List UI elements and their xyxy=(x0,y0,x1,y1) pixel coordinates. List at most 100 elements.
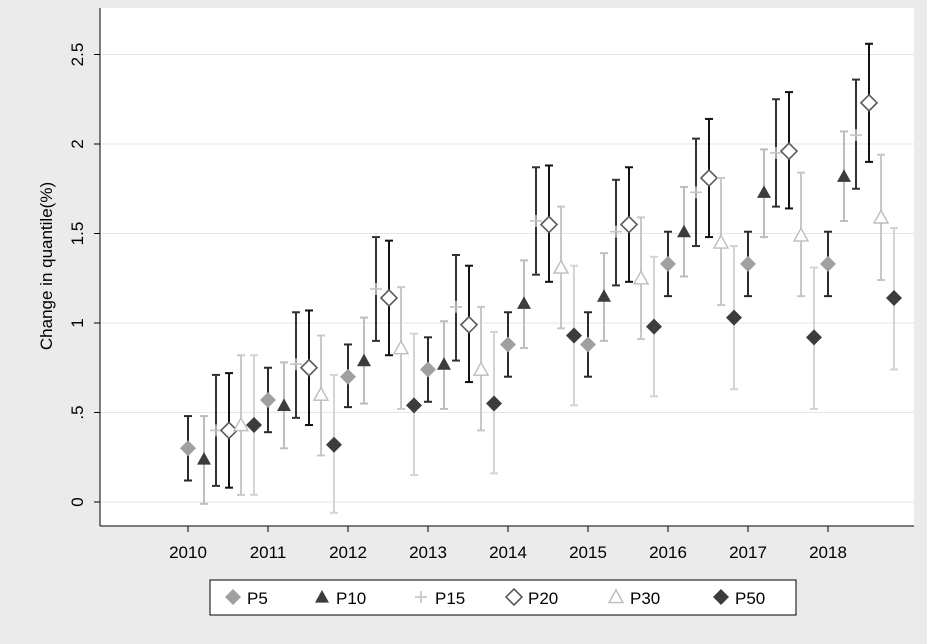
y-tick-label: 2 xyxy=(68,139,87,148)
legend-marker xyxy=(504,587,524,607)
series-p20 xyxy=(219,42,879,489)
y-tick-label: 1 xyxy=(68,318,87,327)
data-point xyxy=(232,416,250,432)
data-point xyxy=(740,255,756,272)
data-point xyxy=(646,318,662,335)
data-point xyxy=(486,395,502,412)
data-point xyxy=(619,215,639,234)
data-point xyxy=(726,309,742,326)
legend-label: P20 xyxy=(528,589,558,608)
legend-item-p15: P15 xyxy=(415,589,465,608)
legend-label: P30 xyxy=(630,589,660,608)
data-point xyxy=(610,225,622,238)
data-point xyxy=(406,397,422,414)
legend-marker xyxy=(713,589,729,605)
data-point xyxy=(246,417,262,434)
data-point xyxy=(712,234,730,249)
data-point xyxy=(806,329,822,346)
legend-item-p50: P50 xyxy=(713,589,765,608)
data-point xyxy=(792,226,810,242)
legend-label: P5 xyxy=(247,589,268,608)
series-layer xyxy=(180,42,902,514)
legend-item-p10: P10 xyxy=(315,589,366,608)
data-point xyxy=(299,358,319,377)
data-point xyxy=(757,185,771,198)
x-tick-label: 2011 xyxy=(250,543,287,562)
legend-marker xyxy=(415,591,427,603)
x-axis-ticks: 2010 2011 2012 2013 2014 2015 2016 2017 2018 xyxy=(169,526,847,562)
data-point xyxy=(580,336,596,353)
data-point xyxy=(340,368,356,385)
data-point xyxy=(820,255,836,272)
legend-label: P15 xyxy=(435,589,465,608)
data-point xyxy=(197,452,211,465)
data-point xyxy=(472,361,490,376)
data-point xyxy=(290,358,302,371)
x-tick-label: 2018 xyxy=(809,543,847,562)
data-point xyxy=(517,296,531,309)
series-p50 xyxy=(246,227,902,514)
data-point xyxy=(660,255,676,272)
legend-item-p30: P30 xyxy=(607,588,660,608)
data-point xyxy=(180,440,196,457)
legend: P5 P10 P15 P20 P30 P50 xyxy=(209,579,797,616)
data-point xyxy=(219,421,239,440)
data-point xyxy=(260,391,276,408)
legend-marker xyxy=(607,588,625,604)
plot-area xyxy=(100,8,914,526)
data-point xyxy=(530,214,542,227)
data-point xyxy=(566,327,582,344)
data-point xyxy=(500,336,516,353)
x-tick-label: 2012 xyxy=(329,543,367,562)
data-point xyxy=(539,215,559,234)
data-point xyxy=(632,269,650,285)
x-tick-label: 2016 xyxy=(649,543,687,562)
data-point xyxy=(872,208,890,224)
data-point xyxy=(837,169,851,182)
legend-marker xyxy=(225,589,241,605)
y-tick-label: 2.5 xyxy=(68,43,87,67)
legend-item-p5: P5 xyxy=(225,589,268,608)
data-point xyxy=(370,282,382,295)
data-point xyxy=(699,168,719,188)
data-point xyxy=(450,300,462,313)
x-tick-label: 2014 xyxy=(489,543,527,562)
data-point xyxy=(770,146,782,159)
data-point xyxy=(690,186,702,199)
data-point xyxy=(392,339,410,355)
data-point xyxy=(357,353,371,367)
y-axis-label: Change in quantile(%) xyxy=(37,182,56,350)
series-p5 xyxy=(180,230,836,482)
legend-marker xyxy=(315,590,329,603)
data-point xyxy=(326,436,342,453)
data-point xyxy=(859,93,879,112)
y-tick-label: 0 xyxy=(68,497,87,506)
data-point xyxy=(779,142,799,161)
y-axis-ticks: 0 .5 1 1.5 2 2.5 xyxy=(68,43,100,507)
legend-box xyxy=(209,579,797,616)
data-point xyxy=(437,357,451,370)
x-tick-label: 2017 xyxy=(729,543,767,562)
data-point xyxy=(379,288,399,308)
data-point xyxy=(552,259,570,274)
legend-label: P10 xyxy=(336,589,366,608)
y-tick-label: .5 xyxy=(68,405,87,419)
data-point xyxy=(886,289,902,306)
data-point xyxy=(677,224,691,238)
x-tick-label: 2015 xyxy=(569,543,607,562)
data-point xyxy=(597,289,611,302)
x-tick-label: 2010 xyxy=(169,543,207,562)
legend-item-p20: P20 xyxy=(504,587,558,608)
series-p30 xyxy=(232,153,890,496)
data-point xyxy=(312,386,330,401)
series-p15 xyxy=(210,78,862,487)
legend-label: P50 xyxy=(735,589,765,608)
x-tick-label: 2013 xyxy=(409,543,447,562)
series-p10 xyxy=(197,130,851,505)
data-point xyxy=(420,361,436,378)
data-point xyxy=(459,315,479,334)
data-point xyxy=(277,398,291,411)
data-point xyxy=(850,129,862,142)
y-tick-label: 1.5 xyxy=(68,222,87,246)
